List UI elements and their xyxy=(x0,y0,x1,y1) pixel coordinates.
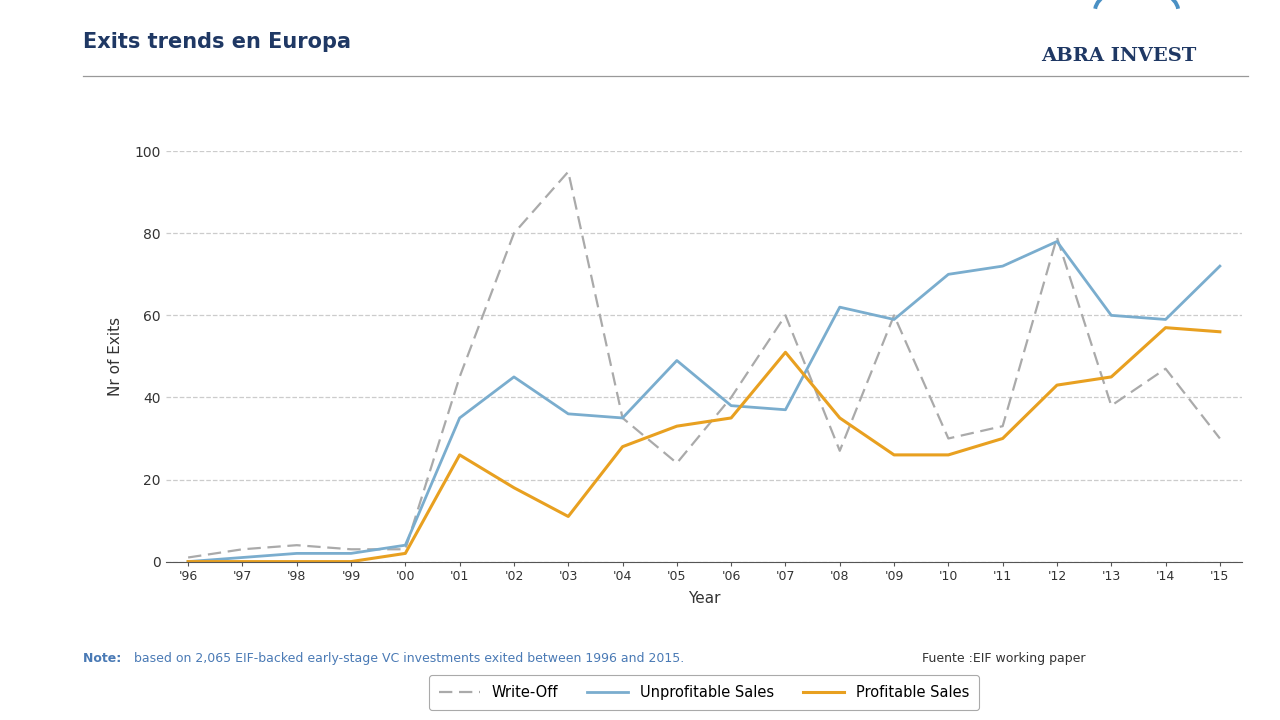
Text: Fuente :EIF working paper: Fuente :EIF working paper xyxy=(922,652,1085,665)
Text: Note:: Note: xyxy=(83,652,125,665)
Text: Exits trends en Europa: Exits trends en Europa xyxy=(83,32,351,53)
Text: ABRA INVEST: ABRA INVEST xyxy=(1042,47,1197,65)
Legend: Write-Off, Unprofitable Sales, Profitable Sales: Write-Off, Unprofitable Sales, Profitabl… xyxy=(429,675,979,710)
X-axis label: Year: Year xyxy=(687,591,721,606)
Text: based on 2,065 EIF-backed early-stage VC investments exited between 1996 and 201: based on 2,065 EIF-backed early-stage VC… xyxy=(134,652,685,665)
Y-axis label: Nr of Exits: Nr of Exits xyxy=(109,317,123,396)
Text: ABRA INVEST: ABRA INVEST xyxy=(1105,688,1248,706)
